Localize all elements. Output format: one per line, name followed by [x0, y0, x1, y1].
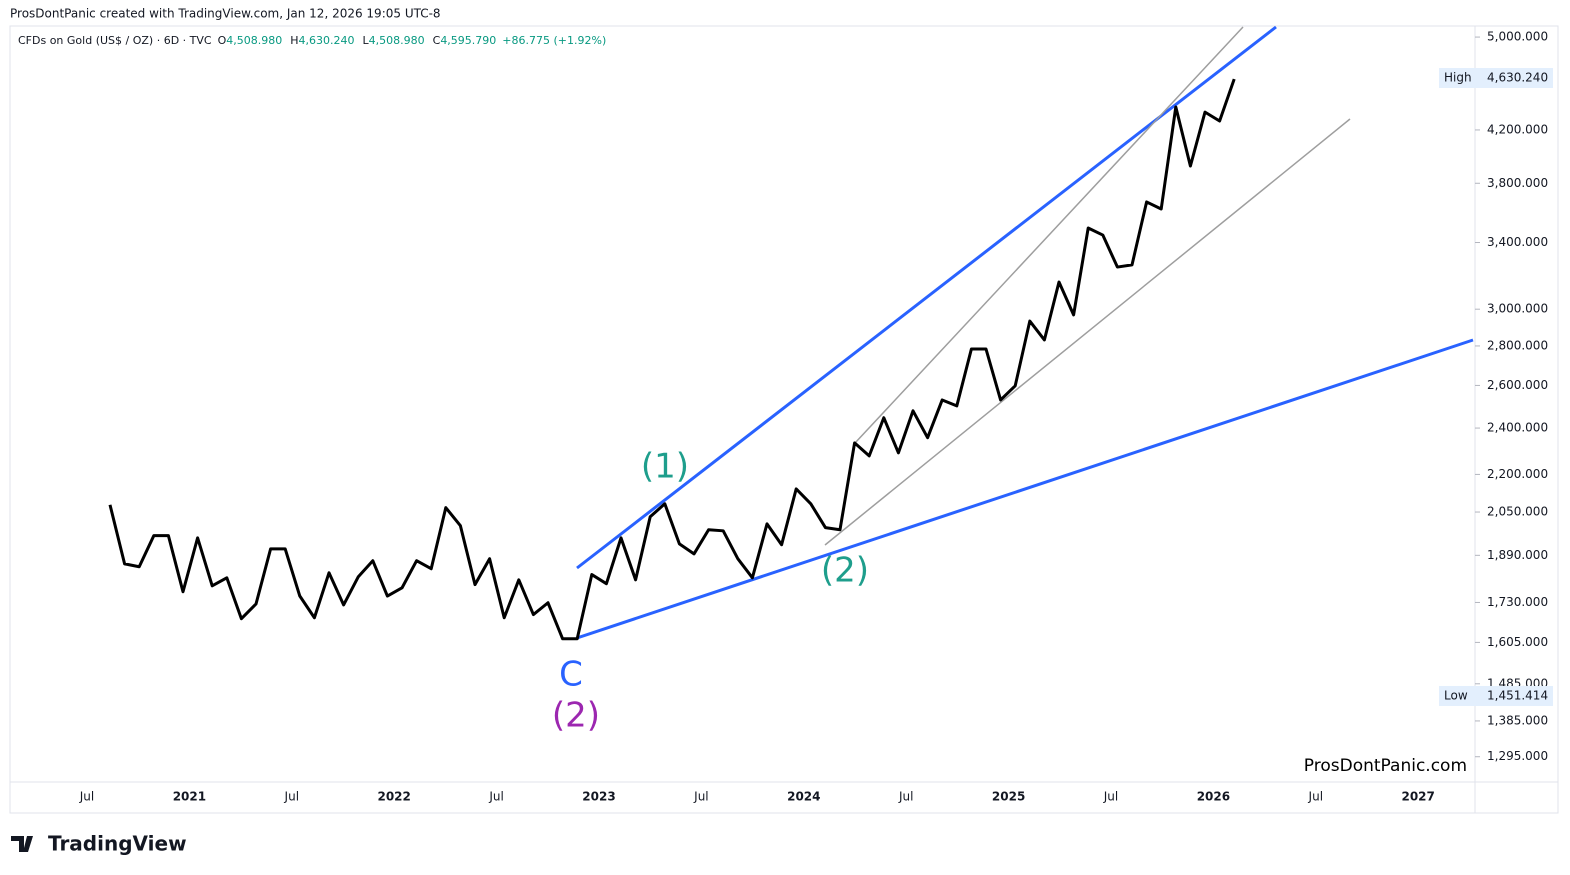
price-marker — [1439, 67, 1553, 88]
x-tick-label: Jul — [488, 790, 503, 804]
symbol-legend: CFDs on Gold (US$ / OZ) · 6D · TVC O4,508… — [18, 34, 606, 47]
y-tick-label: 1,295.000 — [1487, 749, 1548, 763]
trend-lines — [576, 25, 1474, 640]
x-tick-label: 2022 — [377, 790, 410, 804]
change: +86.775 (+1.92%) — [502, 34, 606, 47]
frame — [9, 25, 1559, 814]
x-tick-label: 2026 — [1197, 790, 1230, 804]
wave-label: (1) — [641, 447, 689, 487]
x-tick-label: Jul — [1103, 790, 1118, 804]
price-marker — [1439, 685, 1553, 706]
ohlc-key: L — [363, 34, 370, 47]
y-tick-label: 1,605.000 — [1487, 635, 1548, 649]
y-tick-label: 2,200.000 — [1487, 467, 1548, 481]
y-tick-label: 2,600.000 — [1487, 378, 1548, 392]
watermark: ProsDontPanic.com — [1304, 756, 1467, 776]
ohlc-value: 4,508.980 — [226, 34, 282, 47]
x-tick-label: 2023 — [582, 790, 615, 804]
channel-line — [854, 26, 1244, 444]
x-tick-label: 2027 — [1401, 790, 1434, 804]
x-tick-label: 2024 — [787, 790, 820, 804]
y-tick-label: 5,000.000 — [1487, 30, 1548, 44]
wave-label: (2) — [552, 696, 600, 736]
credit: ProsDontPanic created with TradingView.c… — [10, 7, 441, 21]
price-marker-name: High — [1444, 70, 1472, 84]
x-tick-label: Jul — [898, 790, 913, 804]
price-marker-label: 4,630.240 — [1487, 70, 1548, 84]
y-tick-label: 3,800.000 — [1487, 176, 1548, 190]
y-tick-label: 3,000.000 — [1487, 302, 1548, 316]
x-tick-label: Jul — [1308, 790, 1323, 804]
ohlc-value: 4,630.240 — [299, 34, 355, 47]
y-tick-label: 1,385.000 — [1487, 713, 1548, 727]
ohlc-value: 4,595.790 — [440, 34, 496, 47]
y-tick-label: 4,200.000 — [1487, 122, 1548, 136]
ohlc-value: 4,508.980 — [369, 34, 425, 47]
y-tick-label: 2,400.000 — [1487, 421, 1548, 435]
trend-line — [576, 338, 1474, 640]
channel-line — [824, 118, 1351, 546]
price-marker-label: 1,451.414 — [1487, 688, 1548, 702]
x-tick-label: Jul — [79, 790, 94, 804]
footer-logo: TradingView — [11, 832, 187, 856]
price-marker-name: Low — [1444, 688, 1468, 702]
y-tick-label: 1,730.000 — [1487, 595, 1548, 609]
ohlc-key: H — [290, 34, 298, 47]
y-tick-label: 2,800.000 — [1487, 338, 1548, 352]
ohlc-key: O — [218, 34, 227, 47]
logo-icon — [11, 836, 33, 852]
trend-line — [576, 25, 1277, 570]
brand: TradingView — [48, 832, 187, 856]
x-tick-label: 2025 — [992, 790, 1025, 804]
ohlc-key: C — [433, 34, 441, 47]
wave-label: (2) — [821, 551, 869, 591]
y-tick-label: 1,890.000 — [1487, 548, 1548, 562]
x-tick-label: Jul — [284, 790, 299, 804]
y-tick-label: 2,050.000 — [1487, 505, 1548, 519]
symbol: CFDs on Gold (US$ / OZ) · 6D · TVC — [18, 34, 212, 47]
x-tick-label: 2021 — [173, 790, 206, 804]
y-tick-label: 3,400.000 — [1487, 235, 1548, 249]
price-line — [108, 78, 1236, 641]
wave-label: C — [559, 655, 583, 695]
x-tick-label: Jul — [693, 790, 708, 804]
